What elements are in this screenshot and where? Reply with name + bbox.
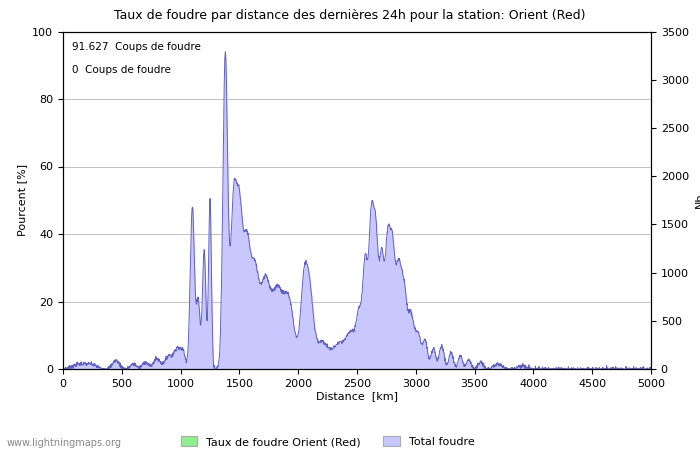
Text: Taux de foudre par distance des dernières 24h pour la station: Orient (Red): Taux de foudre par distance des dernière… xyxy=(114,9,586,22)
Text: 0  Coups de foudre: 0 Coups de foudre xyxy=(72,65,171,75)
X-axis label: Distance  [km]: Distance [km] xyxy=(316,392,398,401)
Y-axis label: Nb: Nb xyxy=(694,193,700,208)
Text: 91.627  Coups de foudre: 91.627 Coups de foudre xyxy=(72,42,201,52)
Y-axis label: Pourcent [%]: Pourcent [%] xyxy=(17,164,27,236)
Text: www.lightningmaps.org: www.lightningmaps.org xyxy=(7,438,122,448)
Legend: Taux de foudre Orient (Red), Total foudre: Taux de foudre Orient (Red), Total foudr… xyxy=(176,432,479,450)
